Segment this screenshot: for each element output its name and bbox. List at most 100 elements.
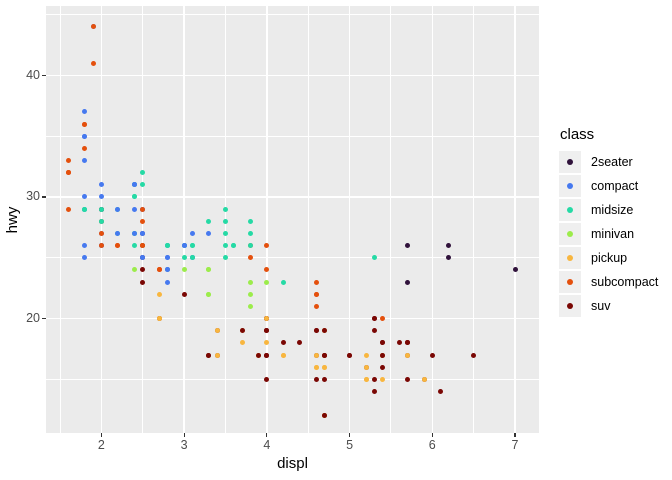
gridline-major-x — [431, 6, 434, 433]
legend-key-swatch — [559, 295, 581, 317]
data-point — [90, 60, 96, 66]
gridline-major-y — [46, 317, 539, 320]
data-point — [65, 157, 71, 163]
data-point — [380, 340, 386, 346]
data-point — [380, 352, 386, 358]
x-axis-title: displ — [277, 455, 308, 472]
data-point — [82, 206, 88, 212]
data-point — [380, 316, 386, 322]
data-point — [264, 376, 270, 382]
legend-key-swatch — [559, 223, 581, 245]
legend-key-label: compact — [591, 179, 639, 193]
data-point — [404, 279, 410, 285]
data-point — [165, 267, 171, 273]
data-point — [181, 243, 187, 249]
x-tick-label: 2 — [97, 438, 105, 452]
legend-key: compact — [559, 175, 669, 197]
data-point — [82, 109, 88, 115]
data-point — [206, 218, 212, 224]
legend-key: suv — [559, 295, 669, 317]
gridline-minor-y — [46, 379, 539, 380]
y-tick-mark — [42, 318, 46, 320]
data-point — [98, 182, 104, 188]
data-point — [313, 279, 319, 285]
legend-point-icon — [567, 303, 573, 309]
y-axis-title: hwy — [4, 206, 21, 234]
data-point — [222, 255, 228, 261]
data-point — [156, 267, 162, 273]
gridline-minor-x — [473, 6, 475, 433]
data-point — [115, 206, 121, 212]
data-point — [247, 255, 253, 261]
x-tick-mark — [348, 433, 351, 437]
data-point — [404, 243, 410, 249]
x-tick-label: 4 — [263, 438, 271, 452]
data-point — [313, 364, 319, 370]
data-point — [140, 267, 146, 273]
data-point — [247, 279, 253, 285]
data-point — [421, 376, 427, 382]
x-tick-label: 3 — [180, 438, 188, 452]
gridline-major-x — [183, 6, 185, 433]
data-point — [322, 413, 328, 419]
legend-key-label: midsize — [591, 203, 634, 217]
data-point — [189, 243, 195, 249]
data-point — [380, 376, 386, 382]
gridline-minor-x — [307, 6, 309, 433]
data-point — [247, 243, 253, 249]
data-point — [115, 243, 121, 249]
data-point — [264, 243, 270, 249]
data-point — [189, 255, 195, 261]
data-point — [132, 267, 137, 273]
data-point — [90, 24, 96, 30]
data-point — [313, 352, 319, 358]
data-point — [98, 230, 104, 236]
data-point — [404, 352, 410, 358]
gridline-major-x — [266, 6, 268, 433]
legend-key-swatch — [559, 175, 581, 197]
legend-keys: 2seater compact midsize minivan pickup subcom… — [559, 151, 669, 317]
data-point — [82, 121, 88, 127]
data-point — [256, 352, 262, 358]
legend: class 2seater compact midsize minivan pickup… — [559, 126, 669, 319]
y-tick-label: 30 — [26, 189, 40, 204]
data-point — [264, 279, 270, 285]
data-point — [82, 243, 88, 249]
data-point — [371, 328, 377, 334]
gridline-minor-y — [46, 135, 539, 137]
data-point — [214, 328, 220, 334]
data-point — [239, 328, 245, 334]
x-tick-label: 6 — [428, 438, 436, 452]
data-point — [404, 340, 410, 346]
data-point — [82, 145, 88, 151]
data-point — [264, 340, 270, 346]
data-point — [140, 230, 146, 236]
data-point — [446, 255, 452, 261]
data-point — [156, 291, 162, 297]
gridline-minor-x — [59, 6, 61, 433]
x-tick-label: 5 — [346, 438, 354, 452]
legend-key: pickup — [559, 247, 669, 269]
data-point — [322, 328, 328, 334]
data-point — [313, 376, 319, 382]
x-tick-mark — [431, 433, 433, 437]
gridline-minor-y — [46, 257, 539, 259]
data-point — [156, 316, 162, 322]
data-point — [140, 255, 146, 261]
data-point — [371, 316, 377, 322]
data-point — [98, 206, 104, 212]
data-point — [206, 230, 212, 236]
data-point — [239, 340, 245, 346]
data-point — [222, 206, 228, 212]
data-point — [371, 389, 377, 395]
data-point — [165, 243, 171, 249]
data-point — [222, 243, 228, 249]
legend-key-label: suv — [591, 299, 611, 313]
data-point — [429, 352, 435, 358]
legend-key: minivan — [559, 223, 669, 245]
data-point — [363, 376, 369, 382]
data-point — [140, 218, 146, 224]
data-point — [297, 340, 303, 346]
data-point — [206, 267, 212, 273]
data-point — [140, 206, 146, 212]
